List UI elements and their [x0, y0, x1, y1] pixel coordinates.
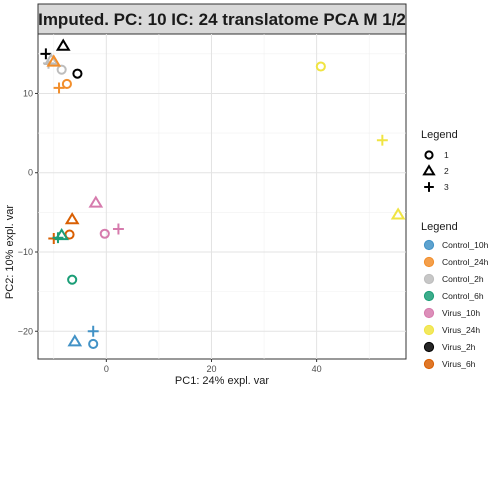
data-point	[112, 223, 124, 235]
color-legend-label: Control_10h	[442, 240, 489, 250]
data-point	[88, 338, 99, 349]
data-point	[43, 52, 59, 65]
data-point	[99, 228, 110, 239]
color-legend-label: Virus_10h	[442, 308, 480, 318]
color-legend-label: Virus_24h	[442, 325, 480, 335]
title-strip	[37, 3, 407, 35]
data-point	[67, 334, 83, 347]
shape-legend-label: 2	[444, 166, 449, 176]
color-legend-label: Control_6h	[442, 291, 484, 301]
y-tick-label: −10	[18, 247, 33, 257]
color-legend-title: Legend	[421, 221, 458, 233]
data-point	[40, 48, 52, 60]
data-point	[64, 212, 80, 225]
y-tick-label: 0	[28, 168, 33, 178]
y-axis-label: PC2: 10% expl. var	[4, 205, 16, 299]
shape-legend-title: Legend	[421, 129, 458, 141]
data-point	[46, 54, 62, 67]
data-point	[55, 38, 71, 51]
color-legend-key	[423, 239, 435, 251]
gridlines	[38, 34, 406, 359]
color-legend-key	[423, 324, 435, 336]
x-tick-label: 40	[312, 364, 322, 374]
color-legend-key	[423, 358, 435, 370]
data-point	[53, 82, 65, 94]
chart-title: Imputed. PC: 10 IC: 24 translatome PCA M…	[38, 10, 406, 29]
color-legend-key	[423, 307, 435, 319]
color-legend-key	[423, 273, 435, 285]
data-point	[67, 274, 78, 285]
shape-legend: Legend 1 2 3	[421, 129, 458, 192]
y-tick-label: −20	[18, 326, 33, 336]
x-axis-label: PC1: 24% expl. var	[175, 375, 269, 387]
color-legend: Legend Control_10h Control_24h Control_2h C…	[421, 221, 489, 370]
color-legend-key	[423, 341, 435, 353]
color-legend-label: Virus_6h	[442, 359, 476, 369]
x-tick-label: 20	[206, 364, 216, 374]
data-point	[87, 325, 99, 337]
data-point	[88, 195, 104, 208]
x-tick-label: 0	[104, 364, 109, 374]
shape-legend-label: 3	[444, 182, 449, 192]
data-points	[40, 38, 406, 349]
color-legend-label: Control_24h	[442, 257, 489, 267]
data-point	[56, 64, 67, 75]
color-legend-key	[423, 290, 435, 302]
data-point	[315, 61, 326, 72]
y-tick-label: 10	[23, 88, 33, 98]
plot-panel	[37, 33, 407, 360]
shape-legend-key	[424, 150, 434, 160]
color-legend-key	[423, 256, 435, 268]
data-point	[376, 134, 388, 146]
axes: 0 20 40 −20 −10 0 10	[18, 88, 322, 374]
shape-legend-key	[424, 182, 434, 192]
data-point	[390, 207, 406, 220]
shape-legend-label: 1	[444, 150, 449, 160]
data-point	[52, 232, 64, 244]
color-legend-label: Control_2h	[442, 274, 484, 284]
shape-legend-key	[422, 164, 436, 176]
color-legend-label: Virus_2h	[442, 342, 476, 352]
data-point	[72, 68, 83, 79]
data-point	[61, 78, 72, 89]
